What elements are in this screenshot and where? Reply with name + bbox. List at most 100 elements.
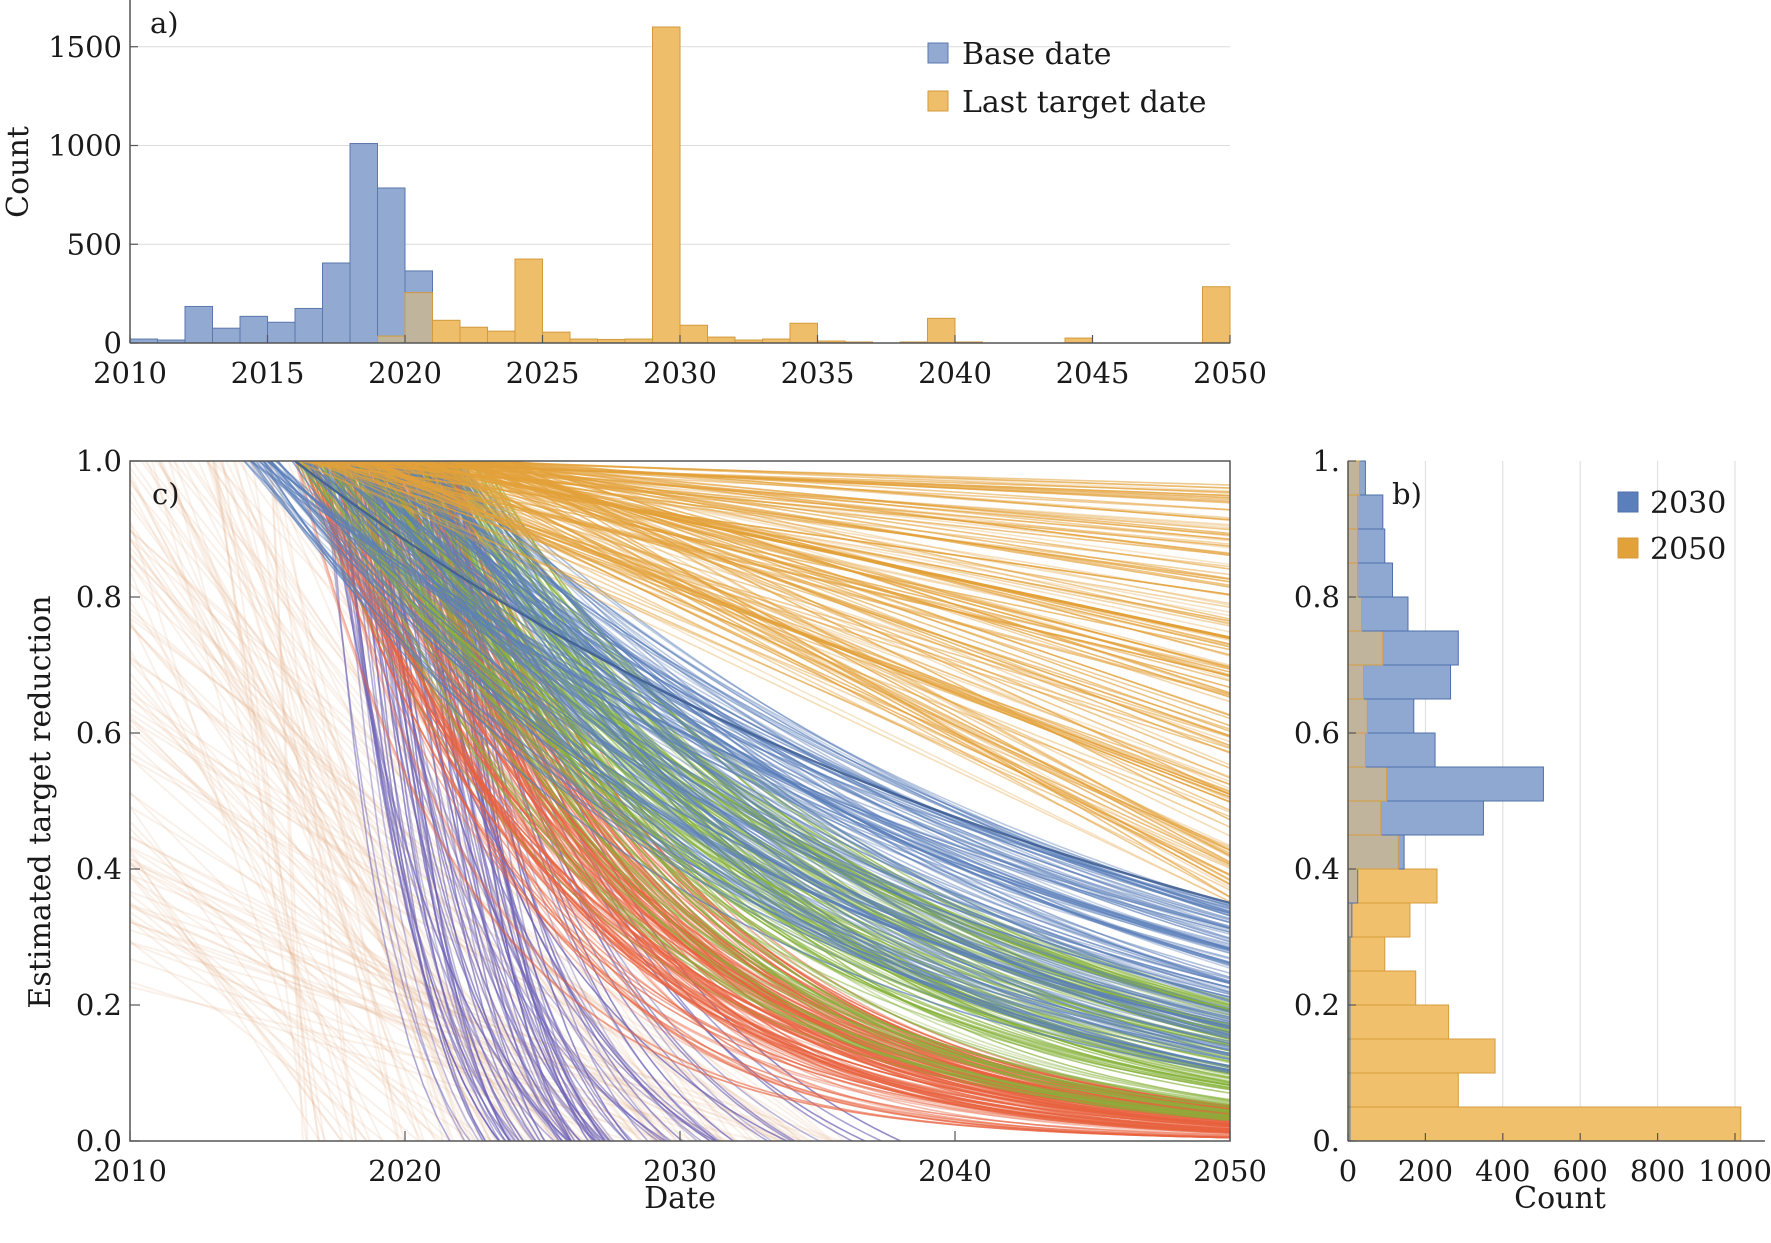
trajectory-line-green [387,461,1230,1122]
bar-base-date [349,143,378,344]
trajectory-line-purple [371,461,664,1141]
bar-last-target-date [679,324,708,344]
panel-b-x-tick-label: 1000 [1698,1154,1771,1188]
trajectory-line-blue [350,461,1230,950]
trajectory-line-blue [364,461,1230,914]
bar-2050 [1347,494,1359,530]
trajectory-line-blue [431,461,1230,1023]
trajectory-line-purple [373,461,596,1141]
trajectory-line-blue [301,461,1230,951]
bar-2030 [1347,664,1452,700]
legend-swatch-2030 [1617,491,1639,513]
panel-a-y-tick-label: 1000 [48,129,122,163]
panel-a-x-tick-label: 2015 [231,356,305,390]
trajectory-line-blue [250,461,1230,1055]
panel-a-ticks: 2010 2015 2020 2025 2030 2035 2040 2045 2050 0 500… [48,30,1267,390]
trajectory-line-red [389,461,1230,1128]
trajectory-line-blue [391,461,1230,984]
trajectory-line-faint [130,582,751,1141]
trajectory-line-green [398,461,1230,1102]
trajectory-line-faint [214,461,308,1141]
trajectory-line-faint [234,461,399,1141]
trajectory-line-faint [130,928,786,1141]
trajectory-line-faint [130,718,813,1141]
panel-c-x-tick-label: 2040 [918,1154,992,1188]
trajectory-line-purple [408,461,547,1141]
trajectory-line-blue [333,461,1230,1014]
trajectory-line-faint [130,568,372,1141]
trajectory-line-red [313,461,1230,1134]
panel-c-x-tick-label: 2030 [643,1154,717,1188]
trajectory-line-orange [347,461,1230,796]
bar-2050 [1347,1004,1450,1040]
trajectory-line-blue [434,461,1230,965]
trajectory-line-faint [212,461,321,1141]
panel-a-y-tick-label: 0 [104,326,122,360]
trajectory-line-faint [130,537,785,1141]
trajectory-line-blue [341,461,1230,985]
trajectory-line-faint [130,918,407,1141]
trajectory-line-green [365,461,1230,1016]
bar-base-date [212,327,241,344]
trajectory-line-faint [130,617,384,1141]
panel-c-x-tick-label: 2050 [1193,1154,1267,1188]
trajectory-line-blue [308,461,1230,996]
trajectory-line-faint [130,498,591,1141]
legend-label-2030: 2030 [1650,486,1726,521]
trajectory-line-green [377,461,1230,1108]
panel-c-y-title: Estimated target reduction [23,595,58,1008]
trajectory-line-faint [130,790,479,1141]
panel-b-tag: b) [1392,477,1422,511]
trajectory-line-faint [130,659,560,1141]
trajectory-line-purple [399,461,542,1141]
bar-2050 [1347,834,1399,870]
trajectory-line-blue [268,461,1230,1057]
trajectory-line-green [294,461,1230,1120]
trajectory-line-green [320,461,1230,1118]
trajectory-line-blue [266,461,1230,945]
panel-a-y-title: Count [1,126,36,218]
trajectory-line-purple [401,461,573,1141]
trajectory-line-blue [346,461,1230,952]
trajectory-line-purple [351,461,517,1141]
trajectory-line-blue [357,461,1230,929]
trajectory-line-blue [296,461,1230,1038]
trajectory-line-orange [501,461,1230,620]
trajectory-line-purple [369,461,501,1141]
panel-b-y-tick-label: 0.2 [1294,988,1340,1022]
trajectory-line-faint [130,537,557,1141]
trajectory-line-faint [274,461,401,1141]
trajectory-line-blue [259,461,1230,1061]
trajectory-line-orange [467,461,1230,494]
trajectory-line-faint [232,461,482,1141]
trajectory-line-faint [130,900,421,1141]
trajectory-line-purple [349,461,570,1141]
trajectory-line-orange [307,461,1230,738]
trajectory-line-blue [305,461,1230,948]
panel-b-y-tick-label: 0. [1312,1124,1340,1158]
trajectory-line-orange [341,461,1230,501]
bar-2050 [1347,1106,1742,1142]
panel-a-x-tick-label: 2035 [781,356,855,390]
trajectory-line-faint [237,461,718,1141]
trajectory-line-orange [365,461,1230,793]
trajectory-line-purple [445,461,735,1141]
trajectory-line-blue [358,461,1230,1071]
trajectory-line-faint [130,551,545,1141]
trajectory-line-faint [130,625,667,1141]
trajectory-line-purple [333,461,717,1141]
trajectory-line-faint [221,461,320,1141]
trajectory-line-purple [430,461,770,1141]
trajectory-line-purple [363,461,507,1141]
bar-2050 [1347,664,1364,700]
trajectory-line-faint [220,461,466,1141]
trajectory-line-faint [130,537,540,1141]
panel-a: 2010 2015 2020 2025 2030 2035 2040 2045 2050 0 500… [1,0,1267,390]
trajectory-line-orange [333,461,1230,903]
trajectory-line-orange [305,461,1230,568]
trajectory-line-faint [225,461,559,1141]
panel-b-x-title: Count [1514,1181,1606,1216]
trajectory-line-blue [419,461,1230,1055]
bar-2050 [1347,868,1438,904]
trajectory-line-faint [130,562,643,1141]
